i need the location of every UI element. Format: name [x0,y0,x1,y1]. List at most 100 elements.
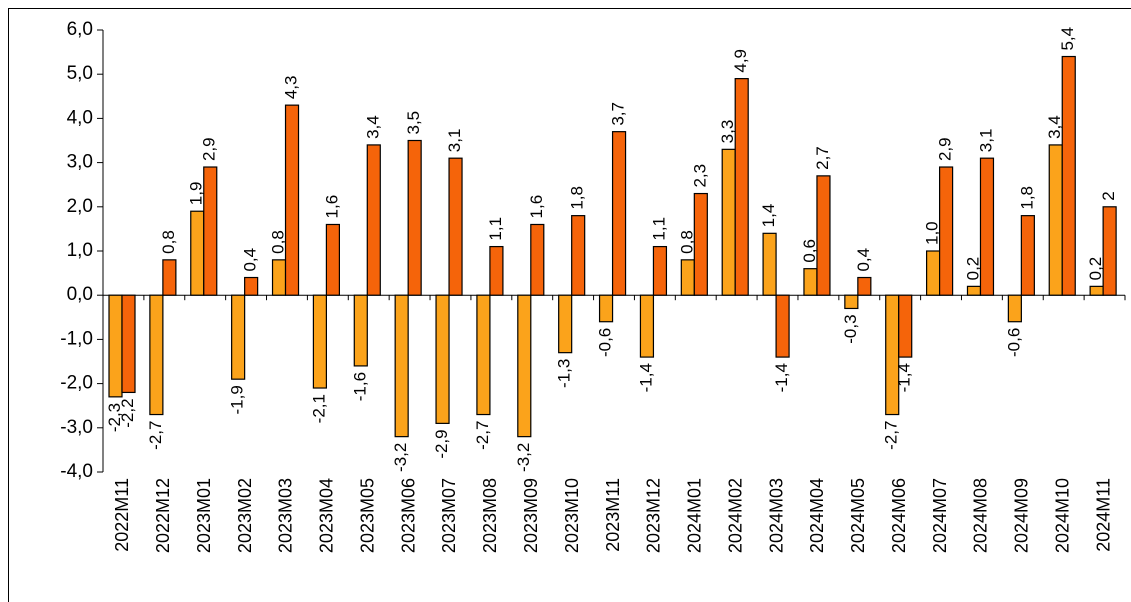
bar [325,223,340,296]
bar [407,139,422,296]
bar [448,157,463,296]
x-tick-label: 2022M12 [153,478,173,553]
x-tick-label: 2024M07 [930,478,950,553]
value-label: 5,4 [1058,27,1077,51]
y-tick-label: 3,0 [67,152,93,173]
value-label: -1,4 [895,363,914,392]
x-tick-label: 2023M04 [317,478,337,553]
bar [108,294,123,398]
value-label: -0,6 [1004,328,1023,357]
y-tick-label: 5,0 [67,63,93,84]
value-label: 1,1 [649,217,668,241]
value-label: -2,7 [473,421,492,450]
bar [885,294,900,416]
value-label: 3,1 [976,129,995,153]
bar [639,294,655,358]
value-label: -2,9 [432,429,451,458]
value-label: 0,2 [963,257,982,281]
x-tick-label: 2024M11 [1093,478,1113,552]
bar [530,223,545,296]
value-label: 0,4 [854,248,873,272]
value-label: 4,9 [731,49,750,73]
value-label: 0,4 [241,248,260,272]
bar [693,192,708,296]
bar [844,294,859,310]
bar [231,294,246,380]
x-tick-label: 2023M07 [439,478,459,553]
bar [762,232,777,296]
bar [775,294,790,358]
value-label: -1,4 [636,363,655,392]
bar [652,245,668,296]
value-label: 4,3 [282,75,301,99]
bar [1102,206,1117,296]
bar [435,294,450,424]
x-tick-label: 2023M05 [357,478,377,553]
bar [190,210,205,296]
value-label: 0,6 [800,239,819,263]
value-label: 1,9 [187,182,206,206]
bar [284,104,300,296]
bar [312,294,327,389]
bar [149,294,164,416]
y-tick-label: -3,0 [60,417,93,438]
value-label: -1,6 [350,372,369,401]
x-tick-label: 2024M06 [889,478,909,553]
x-tick-label: 2022M11 [112,478,132,552]
x-tick-label: 2024M10 [1052,478,1072,553]
bar [611,131,627,296]
value-label: 3,5 [404,111,423,135]
bar [1048,144,1063,296]
bar [571,215,586,296]
x-tick-label: 2023M02 [235,478,255,553]
bar [816,175,831,296]
x-tick-label: 2023M01 [194,478,214,553]
value-label: 3,1 [445,129,464,153]
x-tick-label: 2023M03 [276,478,296,553]
bar [121,294,136,394]
x-tick-label: 2024M08 [971,478,991,553]
value-label: 1,0 [923,221,942,245]
y-tick-label: 2,0 [67,196,93,217]
value-label: -3,2 [391,443,410,472]
value-label: 0,8 [269,230,288,254]
y-tick-label: 0,0 [67,284,93,305]
value-label: 2,9 [936,137,955,161]
value-label: -2,7 [882,421,901,450]
bar [734,78,749,296]
bar [476,294,491,416]
bar [857,276,872,296]
value-label: -2,1 [309,394,328,423]
bar [271,259,287,296]
bar [598,294,614,323]
value-label: -0,3 [841,314,860,343]
bar [898,294,913,358]
x-tick-label: 2023M06 [398,478,418,553]
value-label: 0,2 [1086,257,1105,281]
bar [966,285,982,296]
value-label: 2,7 [813,146,832,170]
bar [517,294,532,438]
bar [394,294,409,438]
bar [1061,55,1076,296]
value-label: 3,3 [718,120,737,144]
chart-frame [8,8,1131,602]
x-tick-label: 2023M08 [480,478,500,553]
value-label: 1,6 [322,195,341,219]
bar [366,144,381,296]
value-label: -2,3 [105,403,124,432]
value-label: 3,7 [609,102,628,126]
bar [938,166,954,296]
value-label: 1,8 [1017,186,1036,210]
x-tick-label: 2024M05 [848,478,868,553]
bar [353,294,368,367]
value-label: 1,6 [527,195,546,219]
value-label: 0,8 [677,230,696,254]
value-label: 2 [1099,191,1118,200]
value-label: -1,4 [772,363,791,392]
x-tick-label: 2023M11 [603,478,623,552]
bar [979,157,995,296]
y-tick-label: 1,0 [67,240,93,261]
value-label: 1,4 [759,204,778,228]
